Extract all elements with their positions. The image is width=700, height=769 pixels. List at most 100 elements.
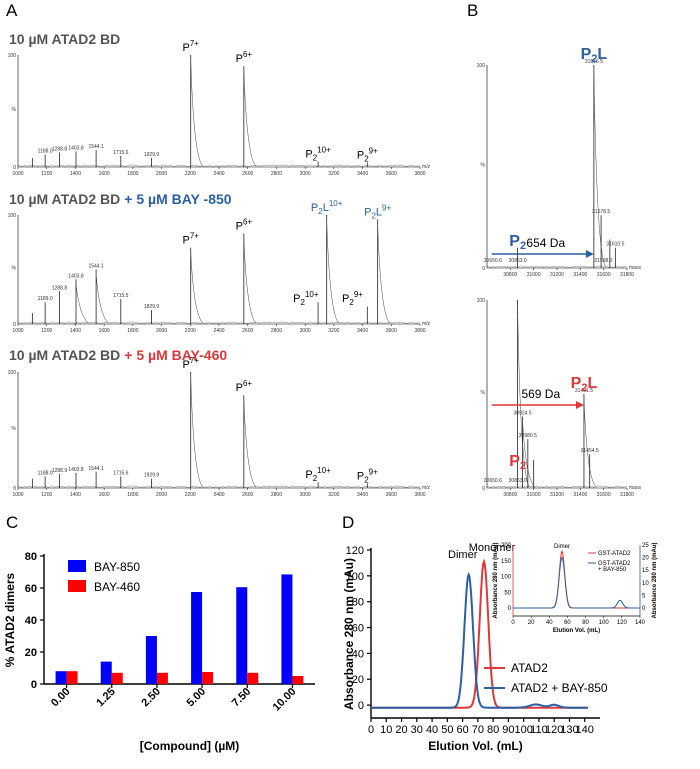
- x-tick-label: 2600: [242, 492, 253, 498]
- annotation-base: P: [182, 359, 189, 371]
- legend-label: ATAD2 + BAY-850: [511, 681, 608, 695]
- x-tick-label: 90: [502, 724, 514, 736]
- y-tick-label: 100: [8, 213, 17, 219]
- x-tick-label: 2200: [185, 492, 196, 498]
- annotation-sup: 10+: [329, 199, 343, 208]
- peak-annotation: P210+: [293, 290, 319, 307]
- x-unit-label: m/z: [422, 321, 431, 327]
- x-tick-label: 3800: [414, 328, 425, 334]
- y-tick-label: 80: [25, 551, 37, 563]
- y-tick-label: 100: [477, 63, 486, 69]
- x-tick-label: 1600: [99, 492, 110, 498]
- x-tick-label: 2.50: [139, 686, 163, 710]
- inset-x-tick-label: 20: [528, 620, 535, 626]
- peak-tail: [243, 399, 257, 488]
- peak-tail: [243, 70, 257, 167]
- panel-label-d: D: [342, 513, 354, 532]
- x-tick-label: 20: [395, 724, 407, 736]
- annotation-base: P: [311, 202, 318, 214]
- inset-legend-label: GST-ATAD2: [598, 561, 631, 567]
- x-tick-label: 10: [380, 724, 392, 736]
- bar-bay-460: [202, 672, 214, 684]
- peak-tail: [583, 397, 597, 488]
- peak-annotation: P2: [509, 233, 526, 252]
- peak-value-label: 31610.5: [606, 242, 624, 248]
- y-tick-label: 20: [25, 647, 37, 659]
- peak-value-label: 1403.8: [68, 467, 84, 473]
- peak-annotation: P29+: [342, 290, 363, 307]
- inset-series-line: [513, 556, 640, 609]
- annotation-base: P: [364, 206, 371, 218]
- inset-y-title-right: Absorbance 280 nm (mAu): [652, 542, 658, 618]
- annotation-mid: L: [597, 46, 607, 63]
- peak-annotation: P6+: [236, 379, 253, 394]
- peak-value-label: 31516.5: [585, 59, 603, 65]
- y-tick-label: 100: [346, 571, 364, 583]
- x-tick-label: 3800: [414, 171, 425, 177]
- peak-value-label: 1715.5: [113, 293, 129, 299]
- annotation-sub: 2: [318, 207, 323, 216]
- x-tick-label: 1200: [41, 171, 52, 177]
- inset-y-title-left: Absorbance 280 nm (mAu): [493, 542, 499, 618]
- annotation-base: P: [293, 293, 300, 305]
- x-tick-label: 7.50: [230, 686, 254, 710]
- inset-y-tick-left: 0: [508, 606, 512, 612]
- annotation-mid: L: [587, 375, 597, 392]
- x-tick-label: 31800: [620, 272, 634, 278]
- x-tick-label: 30: [411, 724, 423, 736]
- x-tick-label: 2000: [156, 171, 167, 177]
- peak-annotation: Dimer: [448, 549, 478, 561]
- x-tick-label: 60: [456, 724, 468, 736]
- x-tick-label: 31200: [550, 492, 564, 498]
- panel-label-b: B: [467, 1, 478, 20]
- annotation-sub: 2: [581, 382, 587, 394]
- peak-value-label: 1189.0: [38, 296, 53, 302]
- peak-value-label: 1188.0: [38, 470, 53, 476]
- baseline-noise: [17, 164, 421, 167]
- x-tick-label: 0.00: [49, 686, 73, 710]
- annotation-sup: 9+: [369, 147, 378, 156]
- bar-bay-850: [236, 587, 248, 684]
- inset-x-tick-label: 60: [564, 620, 571, 626]
- y-axis-title: Absorbance 280 nm (mAu): [342, 558, 356, 710]
- inset-annotation: Dimer: [554, 544, 570, 550]
- spectrum-a3-title-main: 10 µM ATAD2 BD: [9, 347, 120, 363]
- x-tick-label: 1000: [12, 492, 23, 498]
- x-tick-label: 110: [530, 724, 548, 736]
- inset-x-tick-label: 120: [617, 620, 628, 626]
- x-tick-label: 3400: [357, 328, 368, 334]
- annotation-sub: 2: [313, 153, 318, 162]
- peak-value-label: 31454.5: [581, 448, 599, 454]
- baseline-noise: [486, 265, 627, 268]
- x-tick-label: 1800: [127, 328, 138, 334]
- annotation-base: P: [182, 235, 189, 247]
- inset-x-tick-label: 140: [635, 620, 646, 626]
- peak-value-label: 1715.6: [113, 470, 129, 476]
- peak-tail: [522, 420, 535, 488]
- mass-shift-label: 654 Da: [526, 236, 565, 250]
- annotation-base: P: [236, 53, 243, 65]
- spectrum-a2-title-extra: + 5 µM BAY -850: [124, 191, 232, 207]
- annotation-sup: 9+: [382, 203, 391, 212]
- peak-tail: [190, 58, 203, 167]
- annotation-sub: 2: [520, 460, 526, 472]
- annotation-sup: 7+: [190, 232, 199, 241]
- x-tick-label: 40: [426, 724, 438, 736]
- inset-y-tick-left: 50: [504, 590, 511, 596]
- annotation-sup: 10+: [305, 290, 319, 299]
- x-unit-label: m/z: [422, 485, 431, 491]
- peak-value-label: 1288.8: [52, 146, 68, 152]
- annotation-sup: 10+: [317, 145, 331, 154]
- x-tick-label: 2000: [156, 492, 167, 498]
- annotation-base: P: [342, 293, 349, 305]
- x-tick-label: 31600: [597, 492, 611, 498]
- y-tick-label: 60: [352, 623, 364, 635]
- x-tick-label: 1000: [12, 328, 23, 334]
- series-line: [371, 571, 588, 709]
- annotation-sup: 6+: [243, 50, 252, 59]
- y-tick-label: 40: [25, 615, 37, 627]
- x-unit-label: m/z: [422, 164, 431, 170]
- x-tick-label: 31400: [573, 272, 587, 278]
- y-tick-label: %: [12, 107, 17, 113]
